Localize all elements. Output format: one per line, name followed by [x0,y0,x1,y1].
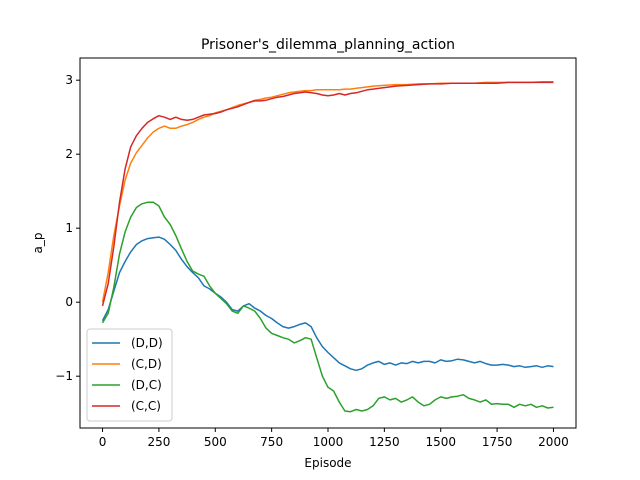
series-line-0 [101,236,554,372]
series-line-2 [101,201,554,413]
series-line-3 [101,81,554,307]
axis-ticks: 0 250 500 750 1000 1250 1500 1750 2000 −1 0 1 2 3 [55,73,568,449]
chart-title: Prisoner's_dilemma_planning_action [201,37,455,53]
x-tick-label: 1750 [482,435,513,449]
legend-box [86,328,173,422]
y-tick-label: 2 [65,147,73,161]
legend-label-3: (C,C) [131,399,161,413]
x-tick-label: 1250 [369,435,400,449]
y-axis-label: a_p [31,233,45,254]
x-tick-label: 0 [99,435,107,449]
x-tick-label: 750 [260,435,283,449]
x-tick-label: 500 [204,435,227,449]
x-tick-label: 1000 [313,435,344,449]
y-tick-label: 0 [65,295,73,309]
x-axis-label: Episode [304,456,351,470]
x-tick-label: 250 [147,435,170,449]
legend-label-1: (C,D) [131,357,162,371]
plot-area [101,80,554,413]
legend-label-0: (D,D) [131,336,163,350]
x-tick-label: 2000 [538,435,569,449]
y-tick-label: 3 [65,73,73,87]
y-tick-label: 1 [65,221,73,235]
y-tick-label: −1 [55,369,73,383]
legend: (D,D) (C,D) (D,C) (C,C) [86,328,173,422]
plot-frame [79,57,577,429]
legend-label-2: (D,C) [131,378,162,392]
x-tick-label: 1500 [425,435,456,449]
